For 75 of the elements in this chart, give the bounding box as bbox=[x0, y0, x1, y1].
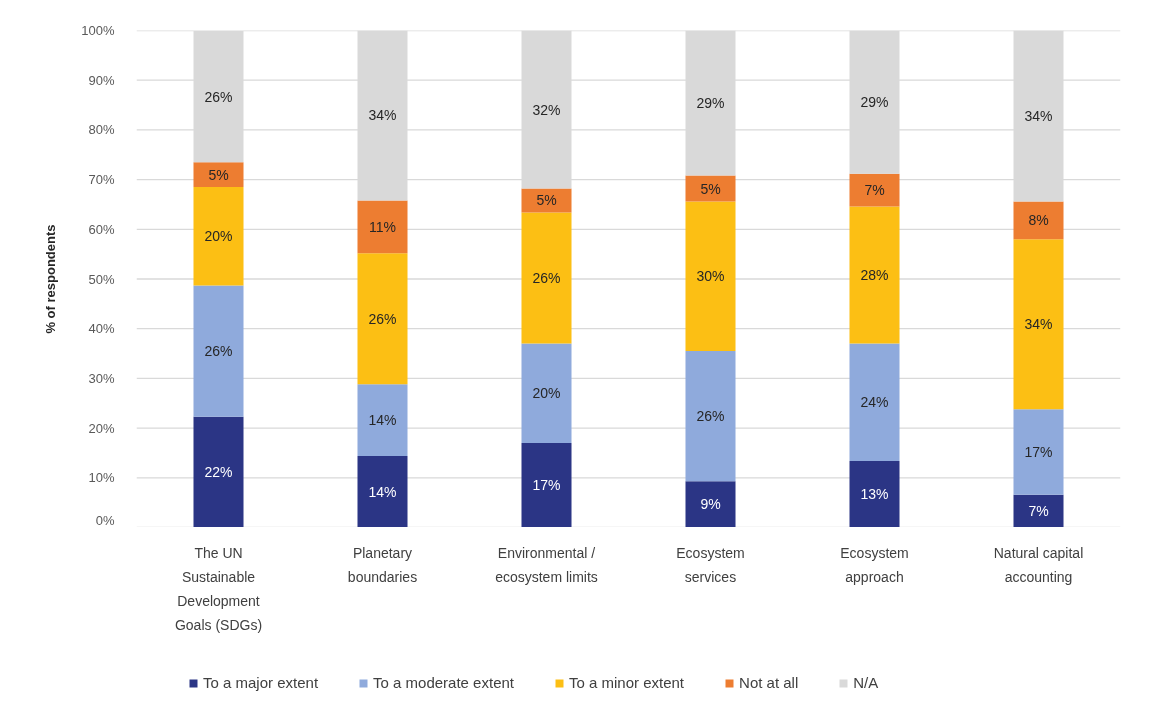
data-label: 17% bbox=[1024, 443, 1053, 460]
legend-label: To a moderate extent bbox=[373, 674, 514, 691]
data-label: 13% bbox=[860, 486, 889, 503]
data-label: 26% bbox=[204, 88, 233, 105]
y-tick-label: 70% bbox=[88, 172, 115, 188]
data-label: 28% bbox=[860, 267, 889, 284]
data-label: 5% bbox=[208, 166, 229, 183]
x-tick-label: Planetary boundaries bbox=[347, 544, 418, 585]
y-tick-label: 10% bbox=[88, 470, 115, 486]
y-tick-label: 30% bbox=[88, 370, 115, 386]
data-label: 26% bbox=[368, 310, 397, 327]
data-label: 30% bbox=[696, 268, 725, 285]
bar bbox=[193, 416, 244, 527]
bar bbox=[685, 351, 736, 482]
data-label: 26% bbox=[696, 408, 725, 425]
data-label: 32% bbox=[532, 101, 561, 118]
data-label: 26% bbox=[532, 270, 561, 287]
bar bbox=[193, 162, 244, 188]
y-tick-label: 50% bbox=[88, 271, 115, 287]
data-label: 17% bbox=[532, 477, 561, 494]
data-label: 29% bbox=[696, 95, 725, 112]
data-label: 5% bbox=[700, 180, 721, 197]
bar bbox=[685, 481, 736, 527]
bar bbox=[685, 201, 736, 352]
data-label: 5% bbox=[536, 192, 557, 209]
bar bbox=[849, 460, 900, 527]
legend-label: Not at all bbox=[739, 674, 799, 691]
x-tick-label: Ecosystem services bbox=[676, 544, 745, 585]
data-label: 34% bbox=[1024, 316, 1053, 333]
bar bbox=[849, 343, 900, 461]
data-label: 9% bbox=[700, 496, 721, 513]
bar bbox=[1013, 409, 1064, 495]
data-label: 14% bbox=[368, 412, 397, 429]
data-label: 29% bbox=[860, 94, 889, 111]
data-label: 24% bbox=[860, 394, 889, 411]
data-label: 14% bbox=[368, 483, 397, 500]
bar bbox=[521, 212, 572, 344]
data-label: 7% bbox=[1028, 503, 1049, 520]
bar bbox=[1013, 494, 1064, 527]
bar bbox=[193, 285, 244, 417]
data-label: 26% bbox=[204, 343, 233, 360]
data-label: 34% bbox=[1024, 107, 1053, 124]
data-label: 11% bbox=[369, 218, 396, 235]
data-label: 34% bbox=[368, 107, 397, 124]
y-tick-label: 60% bbox=[88, 221, 115, 237]
bar bbox=[357, 455, 408, 527]
y-tick-label: 0% bbox=[95, 512, 115, 528]
bar bbox=[849, 173, 900, 207]
data-label: 7% bbox=[864, 182, 885, 199]
x-tick-label: The UN Sustainable Development Goals (SDGs) bbox=[174, 544, 263, 633]
x-tick-label: Natural capital accounting bbox=[993, 544, 1084, 585]
bar bbox=[357, 253, 408, 385]
y-tick-label: 100% bbox=[81, 23, 115, 38]
x-tick-label: Environmental / ecosystem limits bbox=[495, 544, 598, 585]
legend-label: N/A bbox=[853, 674, 879, 691]
bar bbox=[849, 206, 900, 344]
y-axis-title: % of respondents bbox=[43, 224, 59, 334]
bar bbox=[357, 200, 408, 254]
bar bbox=[521, 443, 572, 527]
data-label: 20% bbox=[204, 228, 233, 245]
legend-label: To a minor extent bbox=[568, 674, 685, 691]
data-label: 20% bbox=[532, 385, 561, 402]
bar bbox=[1013, 239, 1064, 410]
x-tick-label: Ecosystem approach bbox=[840, 544, 909, 585]
bar bbox=[521, 343, 572, 444]
y-tick-label: 90% bbox=[88, 72, 115, 88]
bar bbox=[357, 384, 408, 456]
bar bbox=[1013, 201, 1064, 240]
bar bbox=[193, 187, 244, 286]
y-tick-label: 40% bbox=[88, 321, 115, 337]
data-label: 22% bbox=[204, 464, 233, 481]
y-tick-label: 80% bbox=[88, 122, 115, 138]
y-tick-label: 20% bbox=[88, 420, 115, 436]
data-label: 8% bbox=[1028, 212, 1049, 229]
legend-label: To a major extent bbox=[203, 674, 319, 691]
